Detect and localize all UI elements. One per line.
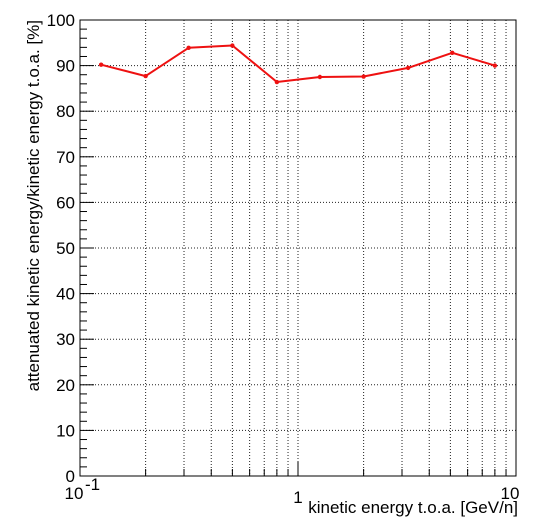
- x-tick-exponent: -1: [85, 475, 100, 494]
- data-point: [143, 73, 148, 79]
- data-point: [274, 79, 280, 85]
- y-tick-label: 10: [56, 421, 75, 440]
- y-tick-label: 90: [56, 57, 75, 76]
- series-line: [100, 44, 496, 83]
- data-point: [492, 63, 498, 68]
- data-point: [186, 45, 191, 51]
- y-axis-label: attenuated kinetic energy/kinetic energy…: [24, 20, 43, 391]
- x-axis-label: kinetic energy t.o.a. [GeV/n]: [308, 498, 518, 517]
- x-tick-label: 10: [501, 484, 520, 503]
- y-tick-label: 60: [56, 193, 75, 212]
- series-layer: [98, 43, 498, 85]
- data-point: [98, 62, 104, 67]
- y-tick-label: 40: [56, 285, 75, 304]
- grid: [80, 20, 516, 476]
- data-point: [317, 74, 323, 80]
- x-tick-label: 10: [65, 484, 84, 503]
- y-tick-label: 80: [56, 102, 75, 121]
- y-tick-label: 50: [56, 239, 75, 258]
- y-tick-label: 30: [56, 330, 75, 349]
- x-tick-label: 1: [293, 488, 302, 507]
- y-tick-label: 0: [66, 467, 75, 486]
- tick-marks: [79, 19, 507, 477]
- y-tick-label: 100: [47, 11, 75, 30]
- data-point: [230, 43, 235, 48]
- y-tick-label: 20: [56, 376, 75, 395]
- y-tick-label: 70: [56, 148, 75, 167]
- data-point: [450, 50, 455, 56]
- data-point: [361, 74, 366, 79]
- data-point: [405, 65, 411, 71]
